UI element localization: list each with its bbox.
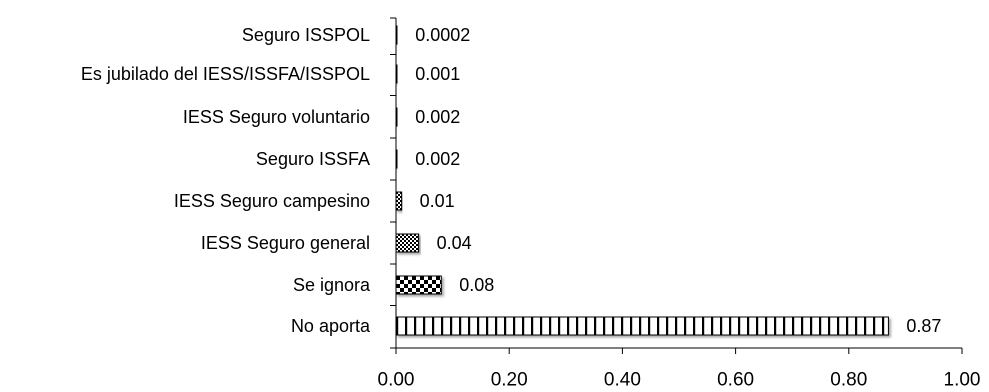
plot-area: Seguro ISSPOL 0.0002 Es jubilado del IESS/… bbox=[81, 17, 981, 391]
data-label: 0.002 bbox=[415, 107, 460, 127]
bar-8 bbox=[395, 316, 889, 336]
data-label: 0.01 bbox=[420, 191, 455, 211]
data-label: 0.001 bbox=[415, 64, 460, 84]
bar-7 bbox=[395, 275, 442, 295]
data-label: 0.08 bbox=[459, 275, 494, 295]
category-label: No aporta bbox=[291, 316, 371, 336]
category-label: Es jubilado del IESS/ISSFA/ISSPOL bbox=[81, 64, 370, 84]
category-label: Seguro ISSFA bbox=[256, 149, 370, 169]
x-tick-label: 1.00 bbox=[944, 370, 981, 391]
bar-5 bbox=[395, 191, 403, 211]
category-label: IESS Seguro voluntario bbox=[183, 107, 370, 127]
data-label: 0.87 bbox=[906, 316, 941, 336]
x-tick-label: 0.20 bbox=[491, 370, 528, 391]
x-tick-label: 0.40 bbox=[604, 370, 641, 391]
x-tick-label: 0.60 bbox=[717, 370, 754, 391]
data-label: 0.04 bbox=[437, 233, 472, 253]
x-tick-label: 0.00 bbox=[378, 370, 415, 391]
category-label: IESS Seguro campesino bbox=[174, 191, 370, 211]
category-label: Seguro ISSPOL bbox=[242, 25, 370, 45]
x-tick-label: 0.80 bbox=[830, 370, 867, 391]
data-label: 0.0002 bbox=[415, 25, 470, 45]
category-label: IESS Seguro general bbox=[201, 233, 370, 253]
category-label: Se ignora bbox=[293, 275, 371, 295]
data-label: 0.002 bbox=[415, 149, 460, 169]
bar-6 bbox=[395, 233, 420, 253]
